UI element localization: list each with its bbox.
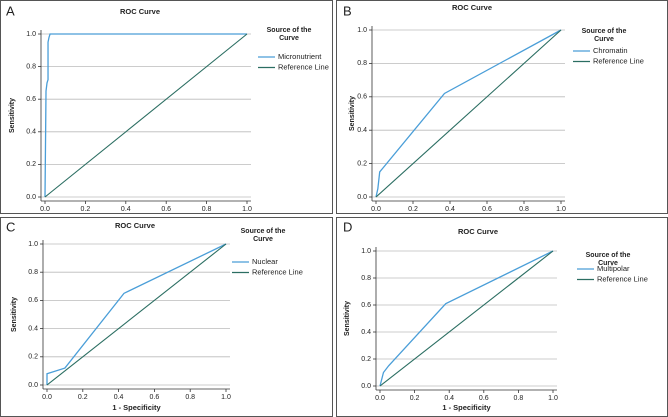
panel-letter: A [6,3,15,18]
legend-title: Source of the Curve [585,252,631,267]
roc-line [44,33,248,198]
x-tick-label: 0.0 [40,206,50,213]
x-tick-label: 0.8 [519,206,529,213]
panel-letter: C [6,219,15,234]
panel-letter: D [343,219,352,234]
x-tick-label: 0.4 [121,206,131,213]
x-tick-label: 0.0 [371,206,381,213]
legend-label: Reference Line [252,267,303,276]
x-tick-label: 0.8 [185,394,195,401]
y-tick-label: 1.0 [357,27,367,34]
y-axis-label: Sensitivity [11,297,18,332]
y-tick-label: 0.4 [26,129,36,136]
chart-title: ROC Curve [452,3,492,12]
y-axis-label: Sensitivity [9,98,16,133]
x-tick-label: 0.2 [410,395,420,402]
legend-label: Reference Line [278,62,329,71]
roc-line [375,29,562,198]
chart-title: ROC Curve [115,221,155,230]
x-tick-label: 0.6 [150,394,160,401]
legend-label: Reference Line [593,56,644,65]
x-tick-label: 1.0 [242,206,252,213]
x-tick-label: 0.2 [81,206,91,213]
x-tick-label: 0.6 [479,395,489,402]
x-tick-label: 0.2 [78,394,88,401]
x-axis-label: 1 - Specificity [442,403,491,412]
panel-frame [0,0,333,214]
y-tick-label: 0.0 [361,383,371,390]
panel-letter: B [343,3,352,18]
y-tick-label: 0.2 [28,354,38,361]
x-tick-label: 0.2 [408,206,418,213]
y-tick-label: 0.4 [357,127,367,134]
roc-line [379,250,554,387]
chart-title: ROC Curve [120,7,160,16]
chart-title: ROC Curve [458,227,498,236]
x-tick-label: 0.4 [445,206,455,213]
panel-frame [336,217,668,417]
roc-line [46,243,227,385]
legend-label: Reference Line [597,274,648,283]
y-tick-label: 0.2 [26,161,36,168]
legend-label: Chromatin [593,46,628,55]
y-tick-label: 0.2 [361,356,371,363]
y-tick-label: 0.0 [26,194,36,201]
x-tick-label: 0.8 [202,206,212,213]
x-tick-label: 0.4 [114,394,124,401]
y-axis-label: Sensitivity [344,301,351,336]
x-tick-label: 0.6 [482,206,492,213]
y-tick-label: 0.8 [28,269,38,276]
y-tick-label: 0.4 [28,325,38,332]
x-tick-label: 0.4 [444,395,454,402]
roc-line [44,33,247,198]
roc-line [379,250,554,387]
y-tick-label: 1.0 [26,31,36,38]
legend-label: Nuclear [252,257,278,266]
x-tick-label: 0.6 [161,206,171,213]
legend-title: Source of the Curve [581,28,627,43]
x-tick-label: 1.0 [548,395,558,402]
legend-title: Source of the Curve [240,228,286,243]
legend-label: Multipolar [597,264,630,273]
x-tick-label: 0.0 [42,394,52,401]
y-tick-label: 0.4 [361,329,371,336]
y-tick-label: 0.6 [357,94,367,101]
y-tick-label: 0.0 [28,382,38,389]
y-tick-label: 0.6 [26,96,36,103]
y-tick-label: 0.0 [357,194,367,201]
x-axis-label: 1 - Specificity [112,403,161,412]
x-tick-label: 1.0 [221,394,231,401]
legend-label: Micronutrient [278,52,322,61]
y-tick-label: 0.8 [357,60,367,67]
x-tick-label: 0.8 [514,395,524,402]
y-tick-label: 0.8 [26,63,36,70]
y-tick-label: 0.8 [361,275,371,282]
y-tick-label: 0.2 [357,160,367,167]
legend-title: Source of the Curve [266,27,312,42]
x-tick-label: 0.0 [375,395,385,402]
y-tick-label: 0.6 [361,302,371,309]
y-tick-label: 1.0 [361,248,371,255]
panel-frame [0,217,333,417]
y-axis-label: Sensitivity [349,96,356,131]
roc-line [375,29,562,198]
roc-line [46,243,227,386]
y-tick-label: 1.0 [28,241,38,248]
y-tick-label: 0.6 [28,297,38,304]
x-tick-label: 1.0 [556,206,566,213]
